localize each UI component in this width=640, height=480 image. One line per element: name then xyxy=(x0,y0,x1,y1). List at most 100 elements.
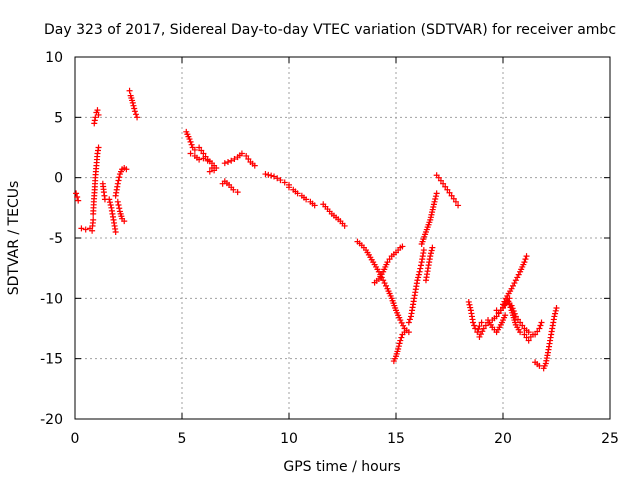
data-point xyxy=(268,172,275,179)
data-point xyxy=(106,196,113,203)
data-point xyxy=(521,331,528,338)
data-point xyxy=(271,173,278,180)
data-point xyxy=(73,190,80,197)
data-point xyxy=(395,346,402,353)
data-point xyxy=(262,171,269,178)
data-point xyxy=(415,271,422,278)
data-point xyxy=(474,329,481,336)
data-point xyxy=(552,310,559,317)
data-point xyxy=(94,107,101,114)
data-point xyxy=(536,362,543,369)
data-point xyxy=(428,247,435,254)
data-point xyxy=(433,190,440,197)
data-point xyxy=(303,196,310,203)
data-point xyxy=(95,111,102,118)
data-point xyxy=(398,334,405,341)
data-point xyxy=(191,146,198,153)
y-axis-label: SDTVAR / TECUs xyxy=(6,181,22,296)
data-point xyxy=(251,162,258,169)
data-point xyxy=(537,322,544,329)
data-point xyxy=(532,331,539,338)
grid xyxy=(75,57,610,419)
data-point xyxy=(107,202,114,209)
data-point xyxy=(75,197,82,204)
data-point xyxy=(386,256,393,263)
data-point xyxy=(397,337,404,344)
data-point xyxy=(311,202,318,209)
data-point xyxy=(521,259,528,266)
data-point xyxy=(482,322,489,329)
data-point xyxy=(95,144,102,151)
data-point xyxy=(465,298,472,305)
data-point xyxy=(416,268,423,275)
y-tick-label: -20 xyxy=(40,412,63,428)
data-point xyxy=(274,175,281,182)
data-point xyxy=(131,105,138,112)
data-point xyxy=(130,102,137,109)
data-point xyxy=(493,313,500,320)
data-point xyxy=(466,301,473,308)
data-point xyxy=(286,184,292,191)
data-point xyxy=(455,202,462,209)
data-point xyxy=(115,202,122,209)
data-point xyxy=(188,141,195,148)
data-point xyxy=(427,253,434,260)
x-axis: 0 5 10 15 20 25 xyxy=(71,57,619,447)
data-point xyxy=(186,136,193,143)
data-point xyxy=(112,228,119,235)
data-point xyxy=(131,108,138,115)
data-point xyxy=(534,328,541,335)
x-tick-label: 20 xyxy=(494,431,512,447)
data-point xyxy=(221,160,228,167)
data-point xyxy=(238,150,245,157)
y-tick-label: 0 xyxy=(54,171,63,187)
data-point xyxy=(525,337,532,344)
data-point xyxy=(538,319,545,326)
data-point xyxy=(514,316,521,323)
data-point xyxy=(399,243,406,250)
data-point xyxy=(476,323,483,330)
data-point xyxy=(196,156,203,163)
data-point xyxy=(522,256,529,263)
data-point xyxy=(525,329,532,336)
data-point xyxy=(384,259,391,266)
x-tick-label: 0 xyxy=(71,431,80,447)
data-point xyxy=(444,186,451,193)
chart-title: Day 323 of 2017, Sidereal Day-to-day VTE… xyxy=(44,22,616,38)
data-point xyxy=(519,322,526,329)
data-point xyxy=(395,343,402,350)
data-point xyxy=(442,183,449,190)
data-point xyxy=(435,174,442,181)
data-point xyxy=(415,274,422,281)
data-point xyxy=(551,313,558,320)
data-point xyxy=(106,199,113,206)
data-point xyxy=(134,114,141,121)
data-point xyxy=(92,114,99,121)
y-tick-label: -10 xyxy=(40,291,63,307)
data-point xyxy=(245,155,252,162)
y-axis: -20 -15 -10 -5 0 5 10 xyxy=(40,50,610,428)
data-point xyxy=(114,180,121,187)
x-tick-label: 25 xyxy=(601,431,619,447)
data-point xyxy=(470,319,477,326)
data-point xyxy=(123,166,130,173)
data-point xyxy=(420,247,427,254)
data-point xyxy=(281,179,288,186)
y-tick-label: 5 xyxy=(54,110,63,126)
y-tick-label: 10 xyxy=(45,50,63,66)
data-point xyxy=(553,304,560,311)
data-point xyxy=(472,325,479,332)
data-point xyxy=(401,329,408,336)
data-point xyxy=(196,144,203,151)
x-tick-label: 5 xyxy=(178,431,187,447)
y-tick-label: -15 xyxy=(40,352,63,368)
data-point xyxy=(126,87,133,94)
data-point xyxy=(198,147,205,154)
data-point xyxy=(230,186,237,193)
data-point xyxy=(114,198,121,205)
data-point xyxy=(432,195,439,202)
data-point xyxy=(405,319,412,326)
data-point xyxy=(440,180,447,187)
x-tick-label: 10 xyxy=(280,431,298,447)
